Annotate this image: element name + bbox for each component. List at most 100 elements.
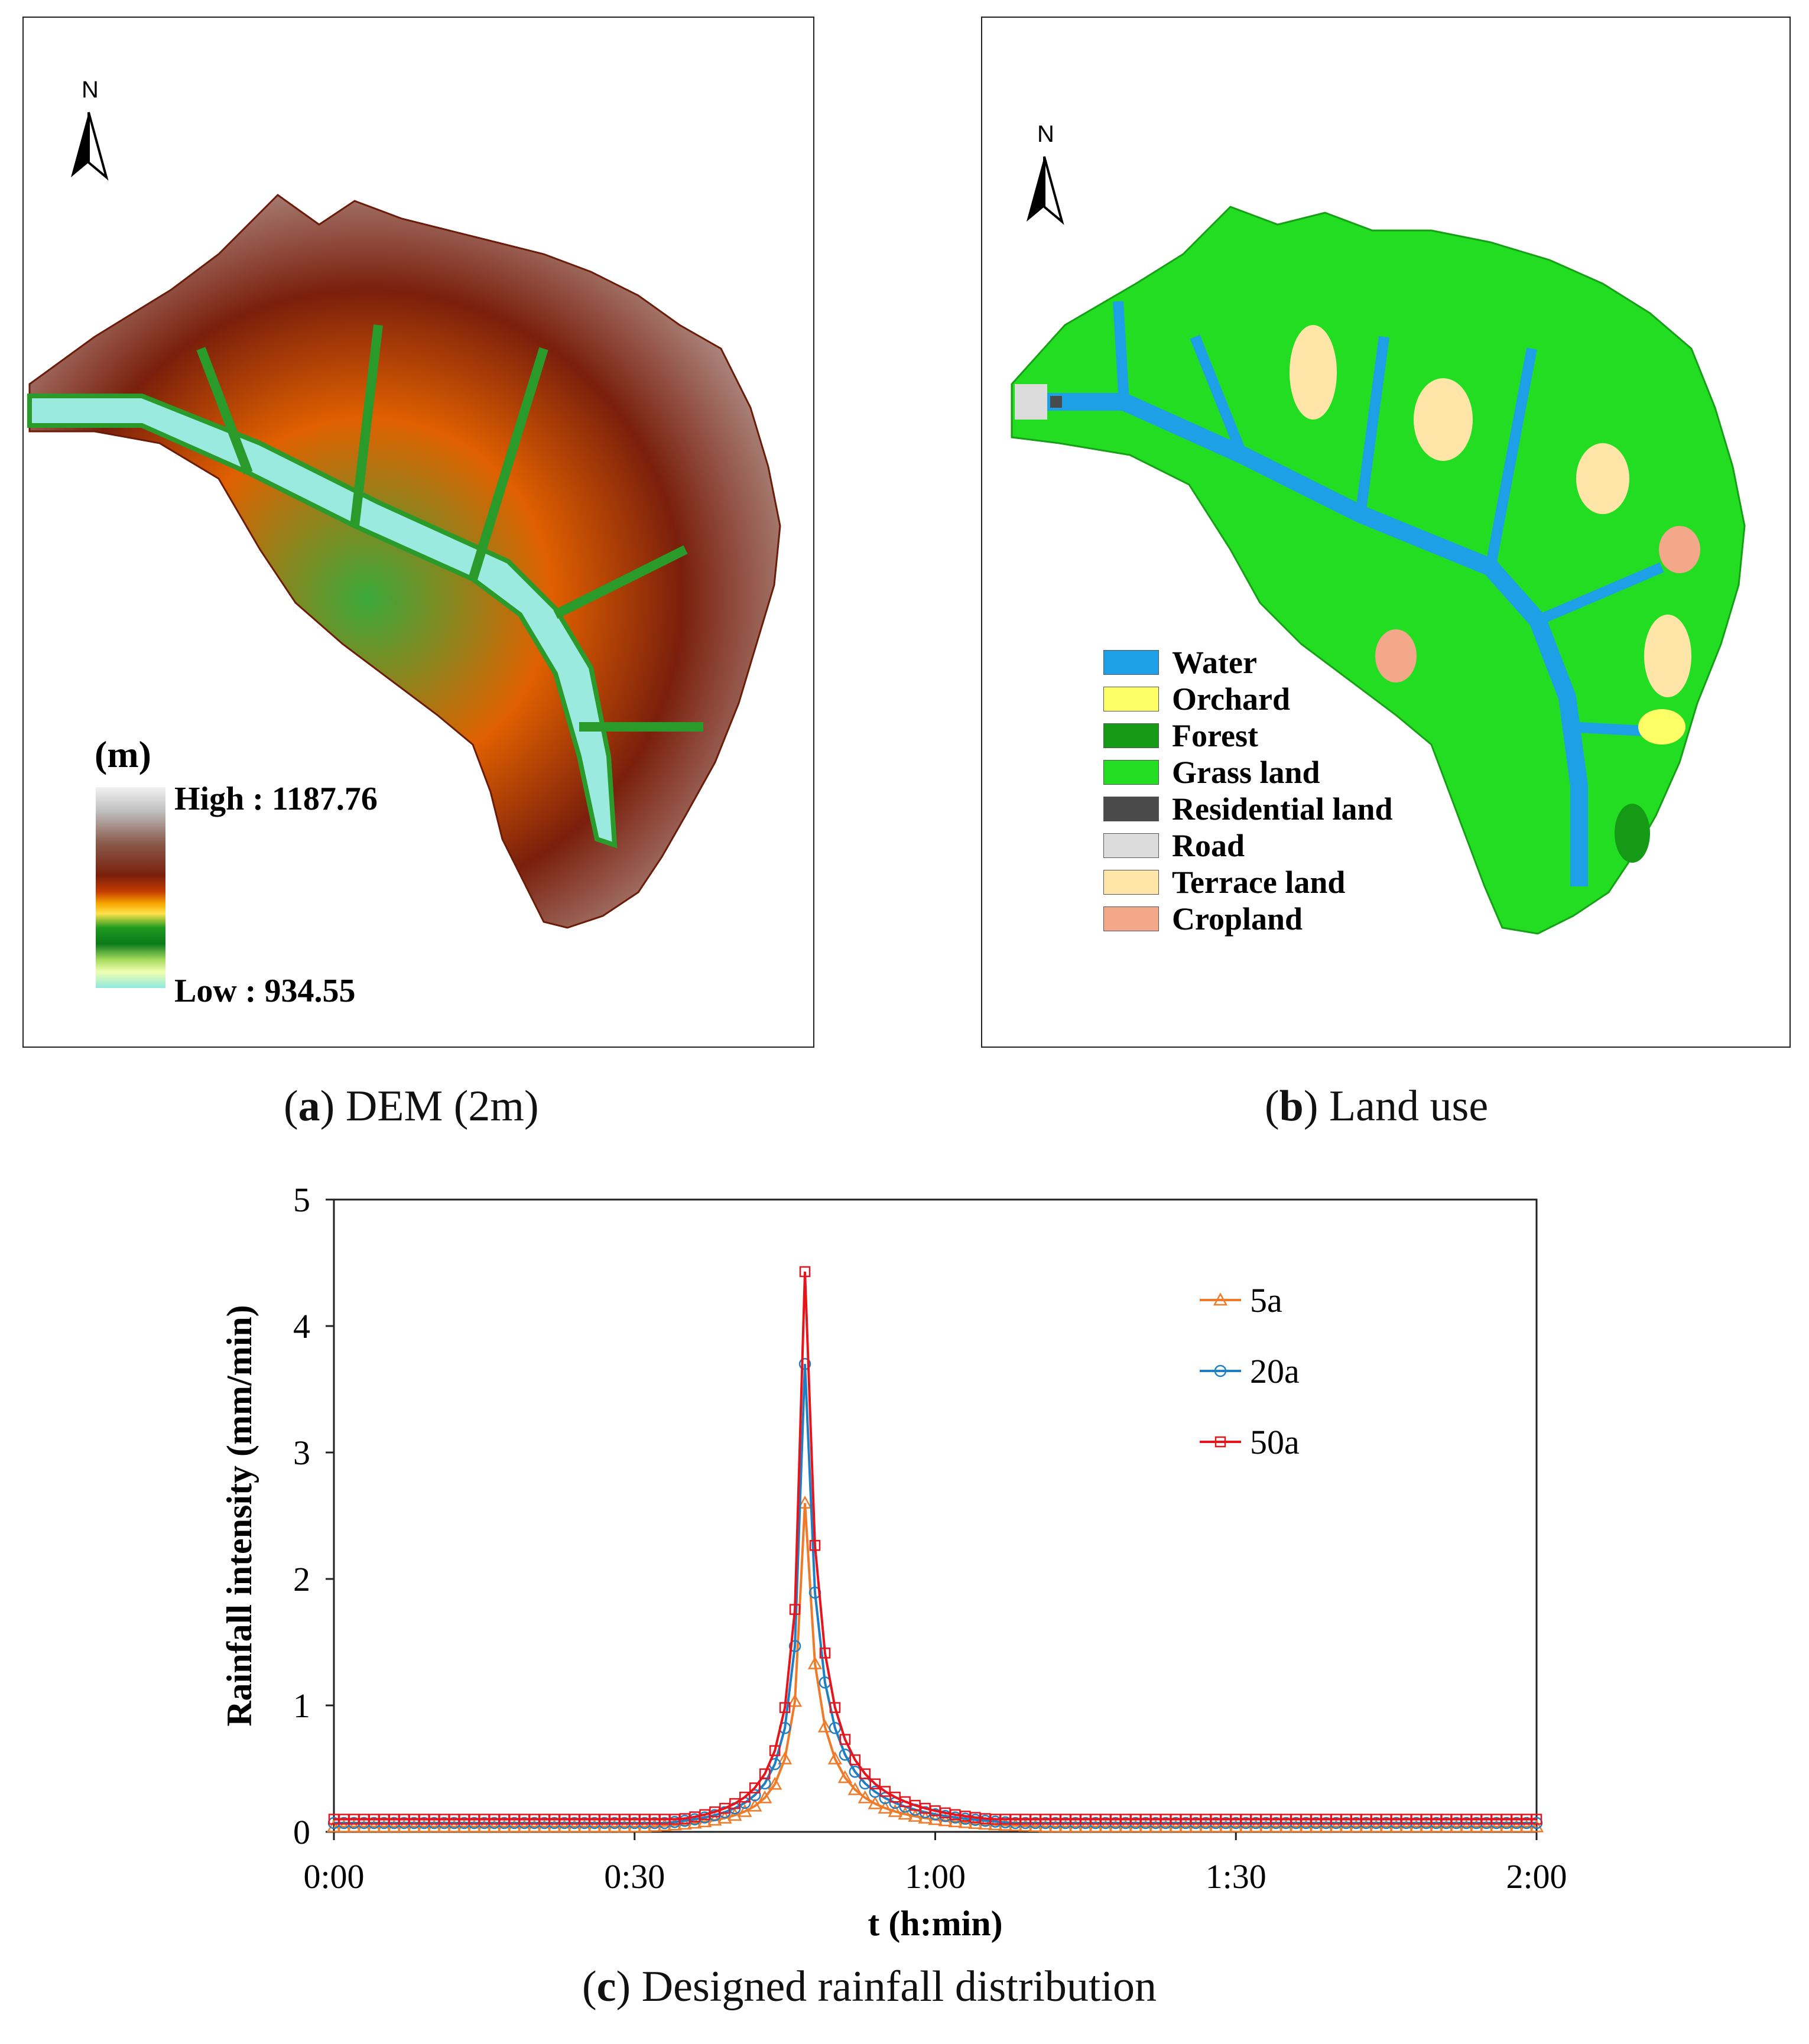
data-point-triangle <box>326 1819 342 1832</box>
data-point-triangle <box>1088 1819 1103 1832</box>
landuse-legend-label: Road <box>1172 828 1245 863</box>
landuse-legend-label: Terrace land <box>1172 865 1346 900</box>
legend-label: 5a <box>1250 1281 1282 1320</box>
y-tick-label: 0 <box>293 1813 310 1851</box>
data-point-triangle <box>797 1496 813 1509</box>
x-tick-label: 2:00 <box>1506 1857 1567 1896</box>
data-point-triangle <box>577 1819 592 1832</box>
legend-item: 50a <box>1200 1423 1300 1461</box>
data-point-square <box>759 1768 771 1780</box>
data-point-square <box>1214 1436 1226 1448</box>
landuse-legend-item: Cropland <box>1103 901 1393 937</box>
data-point-triangle <box>758 1790 772 1803</box>
data-point-triangle <box>627 1819 642 1832</box>
data-point-triangle <box>1128 1819 1143 1832</box>
data-point-triangle <box>607 1819 622 1832</box>
data-point-triangle <box>1369 1819 1383 1832</box>
y-tick-label: 2 <box>293 1560 310 1598</box>
x-tick-label: 1:00 <box>905 1857 966 1896</box>
data-point-triangle <box>878 1801 892 1814</box>
data-point-triangle <box>336 1819 352 1832</box>
x-tick-label: 0:30 <box>604 1857 665 1896</box>
x-tick-label: 1:30 <box>1206 1857 1266 1896</box>
data-point-triangle <box>1259 1819 1274 1832</box>
data-point-triangle <box>807 1656 823 1669</box>
data-point-triangle <box>1068 1819 1083 1832</box>
landuse-tributaries <box>1113 301 1680 738</box>
data-point-triangle <box>407 1819 421 1832</box>
data-point-triangle <box>387 1819 401 1832</box>
dem-legend-high: High : 1187.76 <box>174 781 378 817</box>
series-line <box>334 1364 1537 1825</box>
data-point-triangle <box>1288 1819 1304 1832</box>
data-point-triangle <box>1028 1819 1043 1832</box>
data-point-square <box>859 1768 871 1780</box>
data-point-triangle <box>1058 1819 1073 1832</box>
landuse-swatch <box>1103 797 1159 821</box>
data-point-triangle <box>517 1819 532 1832</box>
north-label-b: N <box>1037 121 1054 147</box>
legend-item: 5a <box>1200 1281 1282 1320</box>
data-point-triangle <box>587 1819 602 1832</box>
data-point-triangle <box>1048 1819 1063 1832</box>
data-point-triangle <box>617 1819 632 1832</box>
data-point-triangle <box>1409 1819 1424 1832</box>
data-point-triangle <box>787 1694 803 1707</box>
data-point-square <box>809 1540 821 1551</box>
data-point-square <box>739 1792 751 1803</box>
data-point-triangle <box>1439 1819 1454 1832</box>
panel-dem-map: N (m) High : 1187.76 Low : 934.55 <box>22 17 814 1048</box>
data-point-triangle <box>1449 1819 1464 1832</box>
data-point-triangle <box>837 1770 852 1783</box>
dem-legend-unit: (m) <box>95 733 151 775</box>
data-point-triangle <box>827 1751 843 1764</box>
panel-landuse-map: N Water Orchard Forest Grass land Residentia… <box>981 17 1791 1048</box>
landuse-legend-item: Terrace land <box>1103 864 1393 901</box>
data-point-triangle <box>748 1798 762 1812</box>
dem-legend-low: Low : 934.55 <box>174 973 356 1009</box>
data-point-triangle <box>356 1819 371 1832</box>
data-point-triangle <box>597 1819 612 1832</box>
data-point-triangle <box>1479 1819 1494 1832</box>
data-point-triangle <box>1168 1819 1183 1832</box>
data-point-triangle <box>437 1819 452 1832</box>
dem-tributaries <box>196 324 703 732</box>
series-line <box>334 1503 1537 1828</box>
landuse-legend: Water Orchard Forest Grass land Residential … <box>1103 644 1393 937</box>
landuse-legend-label: Water <box>1172 645 1257 680</box>
landuse-swatch <box>1103 687 1159 711</box>
landuse-patches <box>1015 325 1700 863</box>
data-point-triangle <box>1268 1819 1284 1832</box>
data-point-triangle <box>1199 1819 1213 1832</box>
data-point-triangle <box>1209 1819 1223 1832</box>
data-point-triangle <box>527 1819 542 1832</box>
data-point-triangle <box>1018 1818 1033 1832</box>
data-point-triangle <box>868 1796 882 1809</box>
data-point-triangle <box>537 1819 552 1832</box>
data-point-triangle <box>487 1819 502 1832</box>
data-point-triangle <box>1318 1819 1333 1832</box>
x-tick-label: 0:00 <box>303 1857 364 1896</box>
data-point-triangle <box>366 1819 381 1832</box>
data-point-triangle <box>397 1819 411 1832</box>
data-point-triangle <box>1339 1819 1353 1832</box>
landuse-legend-item: Road <box>1103 827 1393 864</box>
data-point-triangle <box>1098 1819 1113 1832</box>
landuse-legend-item: Residential land <box>1103 791 1393 827</box>
y-tick-label: 1 <box>293 1686 310 1725</box>
landuse-swatch <box>1103 833 1159 858</box>
data-point-triangle <box>1298 1819 1314 1832</box>
data-point-triangle <box>1359 1819 1373 1832</box>
landuse-legend-label: Cropland <box>1172 901 1303 937</box>
dem-color-ramp <box>96 787 165 988</box>
caption-a: (a) DEM (2m) <box>284 1082 539 1130</box>
data-point-triangle <box>1229 1819 1243 1832</box>
data-point-triangle <box>507 1819 522 1832</box>
data-point-triangle <box>376 1819 391 1832</box>
data-point-triangle <box>687 1815 702 1829</box>
data-point-square <box>789 1604 801 1615</box>
data-point-triangle <box>778 1751 793 1764</box>
data-point-triangle <box>738 1803 752 1817</box>
series-5a <box>326 1496 1544 1832</box>
data-point-triangle <box>817 1719 833 1733</box>
